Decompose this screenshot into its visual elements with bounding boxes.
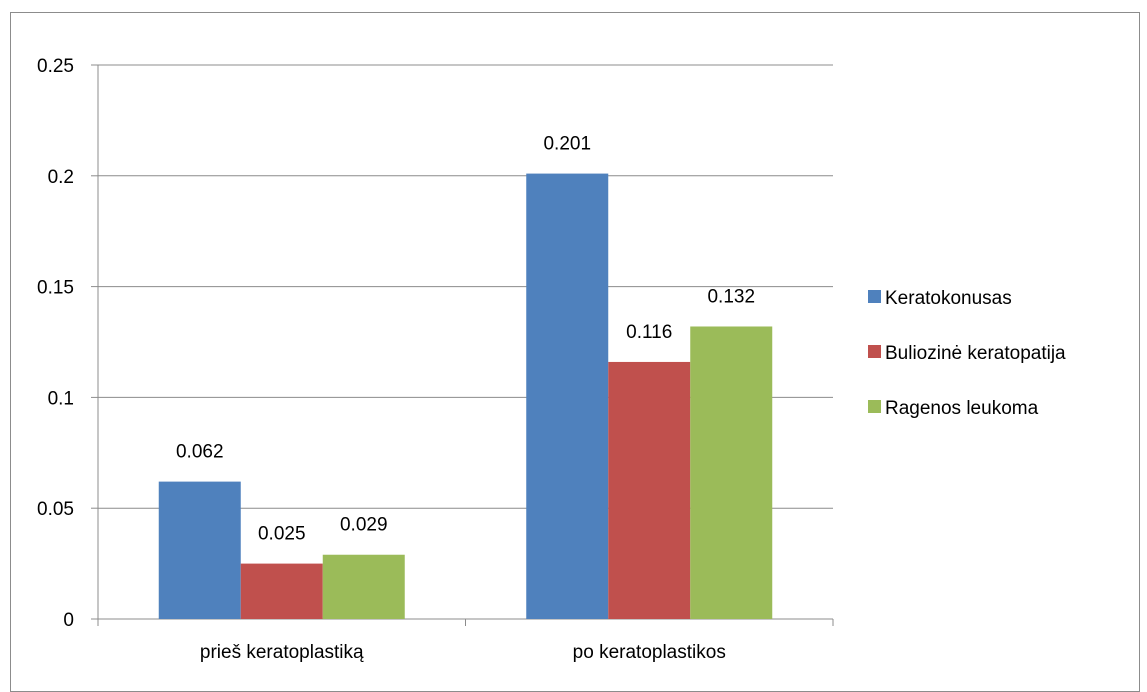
y-tick-label: 0.2: [48, 167, 74, 188]
y-tick-label: 0: [63, 610, 74, 631]
bar: [526, 173, 609, 620]
legend-swatch: [868, 345, 881, 358]
y-tick-label: 0.05: [37, 499, 74, 520]
bar: [240, 563, 323, 619]
y-tick-label: 0.15: [37, 278, 74, 299]
data-label: 0.132: [707, 286, 755, 307]
x-category-label: po keratoplastikos: [573, 642, 726, 663]
legend-label: Keratokonusas: [885, 288, 1012, 309]
y-tick-label: 0.25: [37, 56, 74, 77]
y-tick-label: 0.1: [48, 388, 74, 409]
data-label: 0.201: [543, 134, 591, 155]
data-label: 0.116: [626, 322, 672, 343]
bar-chart: 0 0.05 0.1 0.15 0.2 0.25 prieš keratoplastiką p…: [37, 56, 1066, 663]
data-labels: 0.062 0.025 0.029 0.201 0.116 0.132: [176, 134, 755, 545]
bar: [608, 361, 691, 619]
bar: [158, 481, 241, 619]
bars: [158, 173, 773, 620]
legend-swatch: [868, 290, 881, 303]
data-label: 0.025: [258, 524, 306, 545]
legend-label: Ragenos leukoma: [885, 398, 1039, 419]
data-label: 0.029: [340, 515, 388, 536]
data-label: 0.062: [176, 442, 224, 463]
x-category-label: prieš keratoplastiką: [200, 642, 364, 663]
bar: [322, 554, 405, 619]
legend-swatch: [868, 400, 881, 413]
axes: 0 0.05 0.1 0.15 0.2 0.25 prieš keratoplastiką p…: [37, 56, 834, 663]
bar: [690, 326, 773, 619]
legend-label: Buliozinė keratopatija: [885, 343, 1066, 364]
legend: Keratokonusas Buliozinė keratopatija Ragen…: [868, 288, 1066, 419]
